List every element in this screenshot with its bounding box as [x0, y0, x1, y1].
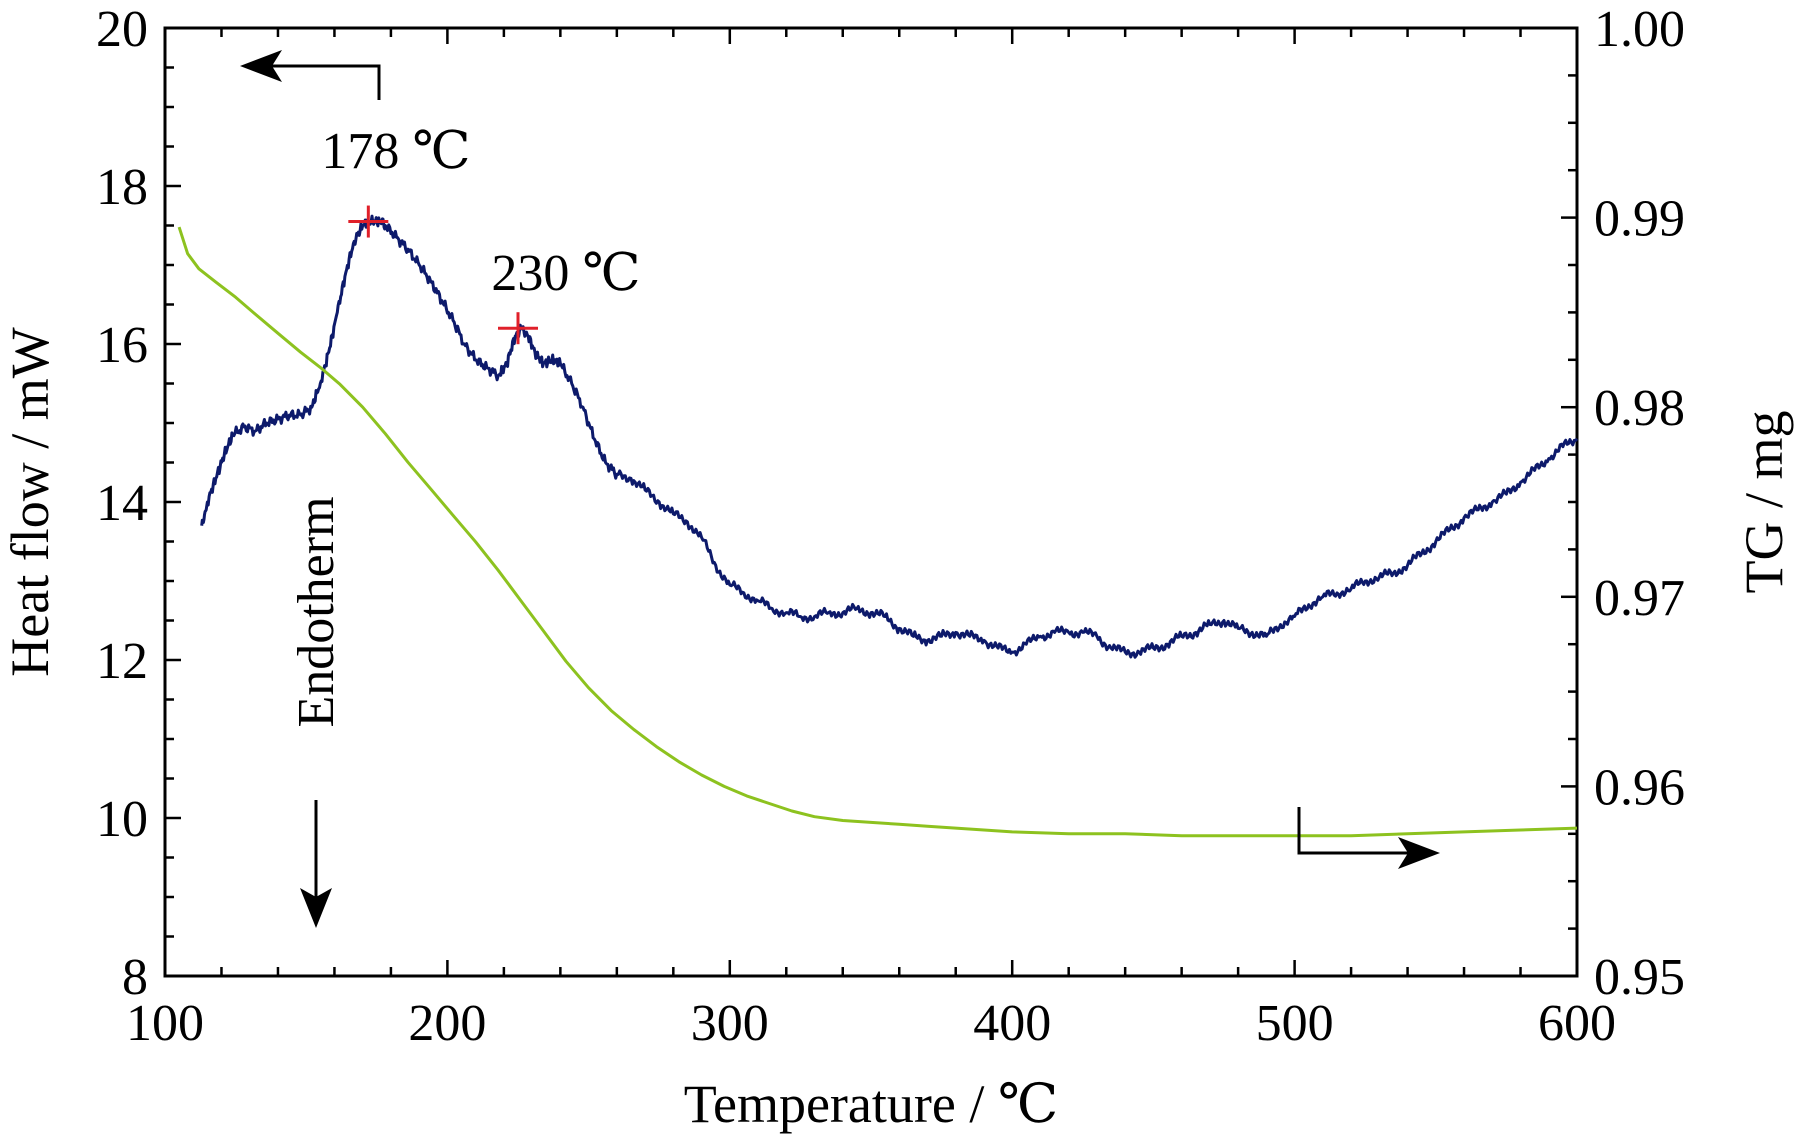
y-left-tick-label: 10 [96, 791, 148, 848]
series-layer [177, 214, 1579, 838]
right-axis-arrow [1297, 807, 1440, 869]
x-axis-title: Temperature / ℃ [684, 1074, 1058, 1134]
peak-markers: 178 ℃ 230 ℃ [321, 123, 641, 345]
heat-flow-line [200, 214, 1579, 659]
y-right-axis-title: TG / mg [1734, 411, 1794, 594]
y-right-tick-label: 0.99 [1594, 191, 1685, 248]
axis-tick-labels: 100 200 300 400 500 600 8 10 12 14 16 18 20 0.95 0.96 0… [96, 1, 1685, 1052]
axis-ticks [163, 26, 1579, 978]
y-left-tick-label: 14 [96, 475, 148, 532]
y-left-tick-label: 8 [122, 949, 148, 1006]
y-right-tick-label: 1.00 [1594, 1, 1685, 58]
tg-line [177, 226, 1578, 838]
y-right-tick-label: 0.95 [1594, 949, 1685, 1006]
y-left-axis-title: Heat flow / mW [0, 327, 60, 676]
endotherm-arrow [300, 800, 332, 928]
peak-label: 230 ℃ [491, 245, 640, 302]
x-tick-label: 600 [1538, 995, 1616, 1052]
y-right-tick-label: 0.98 [1594, 380, 1685, 437]
x-tick-label: 300 [691, 995, 769, 1052]
y-left-tick-label: 20 [96, 1, 148, 58]
y-left-tick-label: 16 [96, 317, 148, 374]
x-tick-label: 200 [408, 995, 486, 1052]
y-left-tick-label: 12 [96, 633, 148, 690]
x-tick-label: 500 [1256, 995, 1334, 1052]
left-axis-arrow [240, 50, 381, 100]
peak-label: 178 ℃ [321, 123, 470, 180]
y-right-tick-label: 0.96 [1594, 759, 1685, 816]
y-right-tick-label: 0.97 [1594, 570, 1685, 627]
x-tick-label: 100 [126, 995, 204, 1052]
endotherm-label: Endotherm [288, 496, 345, 727]
x-tick-label: 400 [973, 995, 1051, 1052]
y-left-tick-label: 18 [96, 159, 148, 216]
